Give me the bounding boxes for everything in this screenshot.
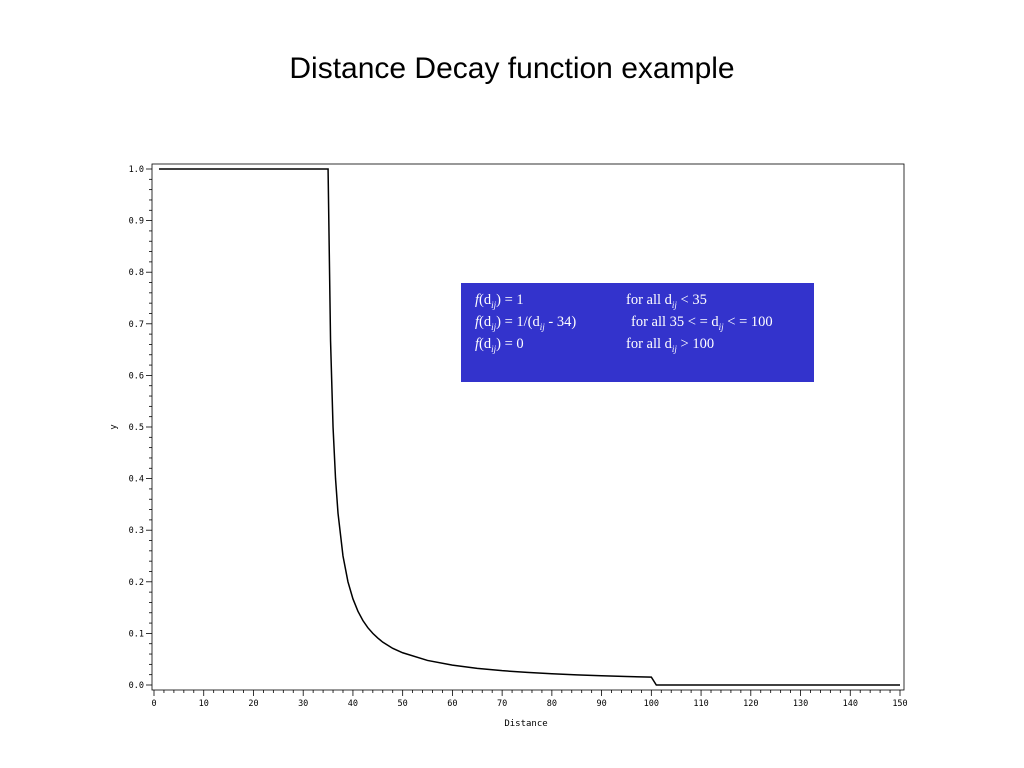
condition-text: for all 35 < = d (631, 314, 719, 330)
x-tick-label: 20 (248, 699, 258, 709)
y-tick-label: 1.0 (129, 165, 144, 175)
y-tick-label: 0.9 (129, 217, 144, 227)
x-tick-label: 100 (644, 699, 659, 709)
formula-condition: for all dij < 35 (626, 289, 707, 316)
x-tick-label: 30 (298, 699, 308, 709)
y-tick-label: 0.4 (129, 475, 144, 485)
formula-f: f (475, 336, 480, 352)
condition-text: < 35 (676, 292, 707, 308)
x-tick-label: 80 (547, 699, 557, 709)
x-tick-label: 90 (596, 699, 606, 709)
formula-text: (d (479, 336, 492, 352)
formula-sub: ij (539, 321, 545, 332)
x-tick-label: 120 (743, 699, 758, 709)
condition-text: > 100 (676, 336, 715, 352)
x-tick-label: 50 (398, 699, 408, 709)
condition-sub: ij (671, 343, 677, 354)
formula-text: ) = 1/(d (496, 314, 540, 330)
formula-condition: for all dij > 100 (626, 333, 714, 360)
condition-text: for all d (626, 336, 672, 352)
x-tick-label: 150 (892, 699, 907, 709)
condition-sub: ij (671, 299, 677, 310)
condition-sub: ij (718, 321, 724, 332)
x-tick-label: 60 (447, 699, 457, 709)
formula-text: (d (479, 314, 492, 330)
formula-f: f (475, 314, 480, 330)
y-tick-label: 0.5 (129, 423, 144, 433)
plot-frame (151, 163, 905, 691)
x-tick-label: 130 (793, 699, 808, 709)
formula-row: f(dij) = 1/(dij - 34) for all 35 < = dij… (475, 311, 773, 338)
formula-condition: for all 35 < = dij < = 100 (631, 311, 773, 338)
x-tick-label: 70 (497, 699, 507, 709)
formula-row: f(dij) = 0 for all dij > 100 (475, 333, 714, 360)
x-tick-label: 10 (199, 699, 209, 709)
decay-curve-line (158, 168, 900, 686)
y-tick-label: 0.1 (129, 629, 144, 639)
y-tick-label: 0.6 (129, 371, 144, 381)
y-axis-label: y (109, 424, 119, 430)
formula-f: f (475, 292, 480, 308)
y-tick-label: 0.8 (129, 268, 144, 278)
y-tick-label: 0.3 (129, 526, 144, 536)
formula-text: (d (479, 292, 492, 308)
x-axis-label: Distance (504, 719, 547, 729)
formula-text: ) = 1 (496, 292, 524, 308)
condition-text: < = 100 (723, 314, 773, 330)
formula-row: f(dij) = 1 for all dij < 35 (475, 289, 707, 316)
y-tick-label: 0.0 (129, 681, 144, 691)
slide-title: Distance Decay function example (289, 52, 735, 85)
formula-sub: ij (491, 299, 497, 310)
formula-sub: ij (491, 343, 497, 354)
x-tick-label: 110 (693, 699, 708, 709)
y-tick-label: 0.7 (129, 320, 144, 330)
x-axis-ticks: 0 10 20 30 40 50 60 70 80 90 100 110 120 130 140 150 (151, 690, 908, 709)
formula-text: - 34) (544, 314, 577, 330)
formula-text: ) = 0 (496, 336, 524, 352)
x-tick-label: 0 (151, 699, 156, 709)
y-axis-ticks: 0.0 0.1 0.2 0.3 0.4 0.5 0.6 0.7 0.8 0.9 1.0 (129, 165, 152, 691)
x-tick-label: 40 (348, 699, 358, 709)
y-tick-label: 0.2 (129, 578, 144, 588)
condition-text: for all d (626, 292, 672, 308)
formula-sub: ij (491, 321, 497, 332)
x-tick-label: 140 (843, 699, 858, 709)
formula-legend-box: f(dij) = 1 for all dij < 35 f(dij) = 1/(… (461, 283, 814, 382)
